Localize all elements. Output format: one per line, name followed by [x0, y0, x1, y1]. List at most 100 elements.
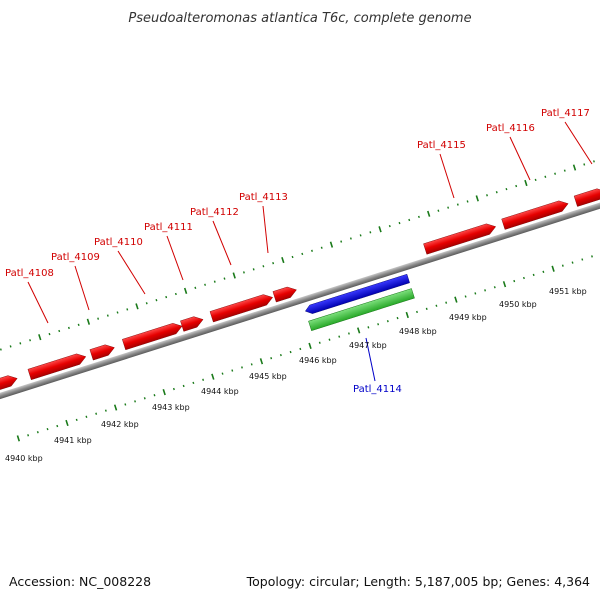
minor-tick	[48, 332, 51, 336]
major-tick	[38, 334, 42, 341]
gene-arrow-forward	[180, 316, 204, 332]
kbp-label: 4951 kbp	[549, 287, 587, 296]
minor-tick	[27, 434, 30, 437]
minor-tick	[213, 280, 216, 283]
gene-leader-line	[74, 265, 90, 311]
gene-label-forward[interactable]: Patl_4110	[94, 237, 143, 248]
kbp-label: 4947 kbp	[349, 341, 387, 350]
minor-tick	[204, 283, 207, 286]
minor-tick	[19, 342, 22, 345]
genome-summary-text: Topology: circular; Length: 5,187,005 bp…	[246, 574, 590, 589]
minor-tick	[416, 310, 418, 314]
minor-tick	[77, 323, 80, 327]
minor-tick	[349, 237, 352, 240]
minor-tick	[272, 261, 275, 265]
minor-tick	[486, 194, 488, 197]
kbp-label: 4946 kbp	[299, 356, 337, 365]
major-tick	[572, 164, 577, 171]
minor-tick	[583, 163, 586, 166]
minor-tick	[456, 203, 459, 206]
kbp-label: 4942 kbp	[101, 420, 139, 429]
minor-tick	[85, 415, 88, 418]
gene-label-forward[interactable]: Patl_4111	[144, 222, 193, 233]
major-tick	[259, 358, 264, 365]
gene-leader-line	[166, 235, 184, 281]
minor-tick	[301, 252, 304, 256]
major-tick	[162, 389, 166, 396]
minor-tick	[97, 317, 100, 320]
major-tick	[211, 373, 215, 380]
major-tick	[65, 419, 69, 427]
genome-backbone	[0, 193, 600, 405]
gene-label-forward[interactable]: Patl_4108	[5, 268, 54, 279]
kbp-label: 4950 kbp	[499, 300, 537, 309]
major-tick	[135, 303, 139, 310]
minor-tick	[106, 314, 109, 317]
gene-arrow-forward	[501, 200, 569, 230]
minor-tick	[554, 172, 557, 175]
gene-label-forward[interactable]: Patl_4116	[486, 123, 535, 134]
minor-tick	[289, 350, 292, 354]
reverse-tick-row	[16, 255, 593, 442]
minor-tick	[484, 289, 487, 292]
gene-highlight-bar	[308, 288, 415, 332]
minor-tick	[145, 302, 148, 305]
minor-tick	[338, 335, 341, 338]
minor-tick	[359, 234, 362, 237]
minor-tick	[116, 311, 119, 314]
kbp-label: 4949 kbp	[449, 313, 487, 322]
gene-arrow-forward	[423, 223, 497, 255]
minor-tick	[495, 191, 498, 194]
major-tick	[378, 226, 382, 233]
major-tick	[454, 296, 458, 303]
minor-tick	[143, 397, 146, 400]
major-tick	[281, 256, 285, 264]
major-tick	[183, 287, 188, 295]
minor-tick	[505, 187, 508, 191]
kbp-label: 4945 kbp	[249, 372, 287, 381]
minor-tick	[445, 301, 448, 304]
minor-tick	[435, 304, 438, 307]
minor-tick	[542, 270, 545, 274]
gene-label-forward[interactable]: Patl_4115	[417, 140, 466, 151]
major-tick	[86, 318, 91, 325]
minor-tick	[320, 246, 323, 249]
minor-tick	[241, 366, 243, 369]
gene-label-forward[interactable]: Patl_4113	[239, 192, 288, 203]
minor-tick	[493, 286, 496, 289]
minor-tick	[571, 261, 574, 264]
minor-tick	[182, 384, 185, 388]
minor-tick	[56, 424, 59, 428]
gene-leader-line	[117, 250, 146, 295]
minor-tick	[417, 215, 420, 219]
minor-tick	[425, 307, 428, 311]
major-tick	[405, 311, 409, 319]
minor-tick	[134, 400, 137, 403]
gene-label-forward[interactable]: Patl_4117	[541, 108, 590, 119]
gene-arrow-forward	[573, 188, 600, 207]
gene-arrow-forward	[209, 294, 273, 323]
minor-tick	[75, 418, 78, 422]
gene-label-forward[interactable]: Patl_4112	[190, 207, 239, 218]
genome-track	[0, 160, 600, 442]
minor-tick	[0, 348, 2, 351]
kbp-label: 4943 kbp	[152, 403, 190, 412]
minor-tick	[242, 271, 245, 274]
minor-tick	[126, 308, 129, 311]
minor-tick	[262, 265, 265, 268]
gene-leader-line	[509, 136, 531, 181]
minor-tick	[270, 357, 273, 360]
gene-arrow-forward	[272, 286, 297, 303]
minor-tick	[155, 298, 158, 302]
minor-tick	[194, 286, 197, 289]
gene-label-forward[interactable]: Patl_4109	[51, 252, 100, 263]
gene-label-reverse[interactable]: Patl_4114	[353, 384, 402, 395]
minor-tick	[202, 378, 205, 381]
minor-tick	[291, 255, 294, 259]
minor-tick	[544, 175, 547, 178]
minor-tick	[124, 403, 127, 406]
kbp-label: 4948 kbp	[399, 327, 437, 336]
gene-leader-line	[365, 337, 376, 382]
kbp-label: 4944 kbp	[201, 387, 239, 396]
minor-tick	[513, 279, 516, 283]
